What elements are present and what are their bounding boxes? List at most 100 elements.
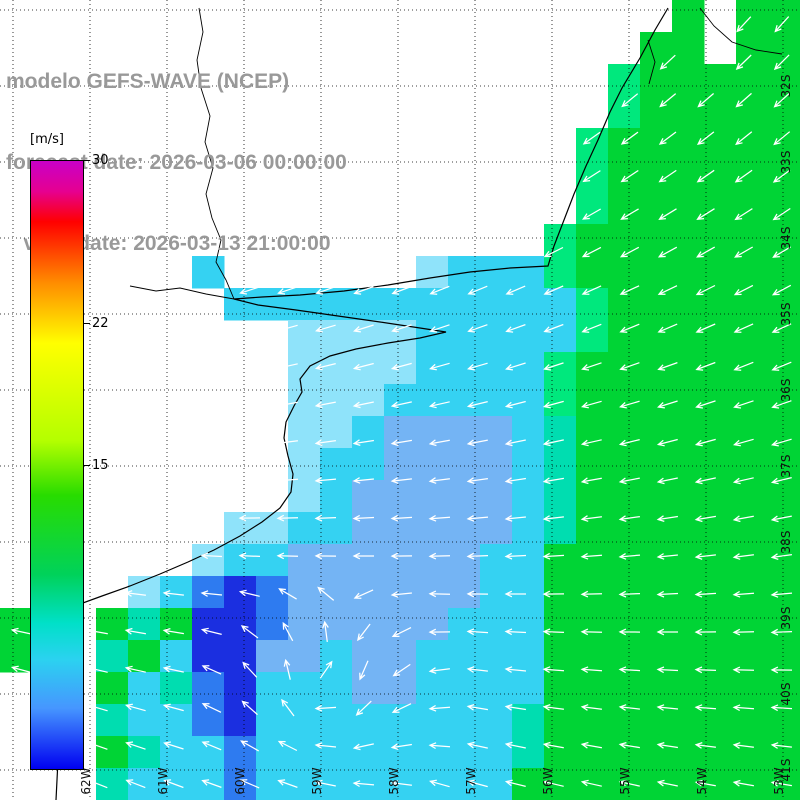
field-cell bbox=[704, 352, 737, 385]
field-cell bbox=[736, 480, 769, 513]
field-cell bbox=[576, 256, 609, 289]
wind-arrow-icon bbox=[732, 515, 754, 523]
field-cell bbox=[256, 544, 289, 577]
wind-arrow-icon bbox=[353, 589, 374, 599]
wind-arrow-icon bbox=[200, 627, 222, 636]
wind-arrow-icon bbox=[580, 439, 602, 447]
field-cell bbox=[512, 544, 545, 577]
wind-arrow-icon bbox=[429, 285, 450, 295]
field-cell bbox=[640, 64, 673, 97]
field-cell bbox=[512, 288, 545, 321]
wind-arrow-icon bbox=[658, 169, 677, 183]
field-cell bbox=[448, 352, 481, 385]
field-cell bbox=[736, 704, 769, 737]
field-cell bbox=[544, 288, 577, 321]
wind-arrow-icon bbox=[504, 779, 526, 788]
field-cell bbox=[640, 128, 673, 161]
field-cell bbox=[416, 256, 449, 289]
field-cell bbox=[352, 736, 385, 769]
field-cell bbox=[288, 576, 321, 609]
field-cell bbox=[736, 224, 769, 257]
lat-axis-labels: 32S 33S 34S 35S 36S 37S 38S 39S 40S 41S bbox=[779, 75, 793, 782]
lon-label: 56W bbox=[541, 767, 555, 794]
field-cell bbox=[640, 384, 673, 417]
field-cell bbox=[320, 416, 353, 449]
wind-arrow-icon bbox=[732, 553, 754, 560]
wind-arrow-icon bbox=[428, 401, 450, 409]
field-cell bbox=[288, 544, 321, 577]
wind-arrow-icon bbox=[162, 665, 184, 673]
field-cell bbox=[736, 384, 769, 417]
wind-arrow-icon bbox=[355, 700, 372, 716]
field-cell bbox=[608, 320, 641, 353]
wind-arrow-icon bbox=[277, 740, 298, 752]
field-cell bbox=[192, 736, 225, 769]
lon-axis-labels: 62W 61W 60W 59W 58W 57W 56W 55W 54W 53W bbox=[79, 767, 786, 794]
field-cell bbox=[480, 736, 513, 769]
field-cell bbox=[704, 672, 737, 705]
field-cell bbox=[704, 64, 737, 97]
wind-arrow-icon bbox=[582, 170, 601, 183]
wind-arrow-icon bbox=[282, 621, 294, 642]
field-cell bbox=[608, 480, 641, 513]
wind-arrow-icon bbox=[772, 246, 791, 258]
wind-arrow-icon bbox=[429, 362, 450, 371]
wind-arrow-icon bbox=[771, 438, 792, 447]
field-cell bbox=[128, 608, 161, 641]
field-cell bbox=[320, 384, 353, 417]
wind-arrow-icon bbox=[241, 700, 258, 716]
wind-arrow-icon bbox=[86, 665, 108, 673]
wind-arrow-icon bbox=[618, 438, 640, 447]
field-cell bbox=[288, 704, 321, 737]
field-cell bbox=[448, 448, 481, 481]
field-cell bbox=[256, 512, 289, 545]
field-cell bbox=[640, 352, 673, 385]
wind-arrow-icon bbox=[314, 439, 336, 446]
field-cell bbox=[768, 448, 800, 481]
field-cell bbox=[160, 608, 193, 641]
field-cell bbox=[512, 480, 545, 513]
lat-label: 37S bbox=[779, 455, 793, 478]
wind-arrow-icon bbox=[162, 703, 184, 712]
wind-arrow-icon bbox=[353, 324, 374, 333]
wind-arrow-icon bbox=[10, 665, 32, 674]
field-cell bbox=[416, 480, 449, 513]
field-cell bbox=[544, 576, 577, 609]
field-cell bbox=[576, 544, 609, 577]
field-cell bbox=[416, 736, 449, 769]
field-cell bbox=[736, 320, 769, 353]
wind-arrow-icon bbox=[124, 627, 147, 635]
field-cell bbox=[384, 416, 417, 449]
field-cell bbox=[640, 672, 673, 705]
field-cell bbox=[512, 256, 545, 289]
field-cell bbox=[672, 480, 705, 513]
field-cell bbox=[480, 544, 513, 577]
field-cell bbox=[672, 32, 705, 65]
wind-arrow-icon bbox=[620, 131, 639, 145]
field-cell bbox=[704, 288, 737, 321]
wind-arrow-icon bbox=[733, 400, 754, 409]
field-cell bbox=[768, 608, 800, 641]
wind-arrow-icon bbox=[466, 552, 489, 560]
wind-arrow-icon bbox=[322, 620, 329, 642]
wind-arrow-icon bbox=[391, 627, 412, 638]
wind-arrow-icon bbox=[694, 704, 717, 712]
field-cell bbox=[512, 352, 545, 385]
wind-arrow-icon bbox=[735, 54, 752, 71]
field-cell bbox=[768, 288, 800, 321]
wind-arrow-icon bbox=[695, 400, 716, 409]
wind-arrow-icon bbox=[580, 779, 602, 787]
field-cell bbox=[736, 160, 769, 193]
wind-arrow-icon bbox=[770, 553, 792, 560]
wind-arrow-icon bbox=[392, 663, 411, 677]
wind-arrow-icon bbox=[733, 323, 754, 333]
field-cell bbox=[704, 736, 737, 769]
wind-arrow-icon bbox=[542, 779, 564, 787]
field-cell bbox=[704, 160, 737, 193]
field-cell bbox=[704, 384, 737, 417]
field-cell bbox=[192, 704, 225, 737]
wind-arrow-icon bbox=[618, 590, 641, 598]
field-cell bbox=[768, 416, 800, 449]
wind-arrow-icon bbox=[656, 628, 678, 636]
